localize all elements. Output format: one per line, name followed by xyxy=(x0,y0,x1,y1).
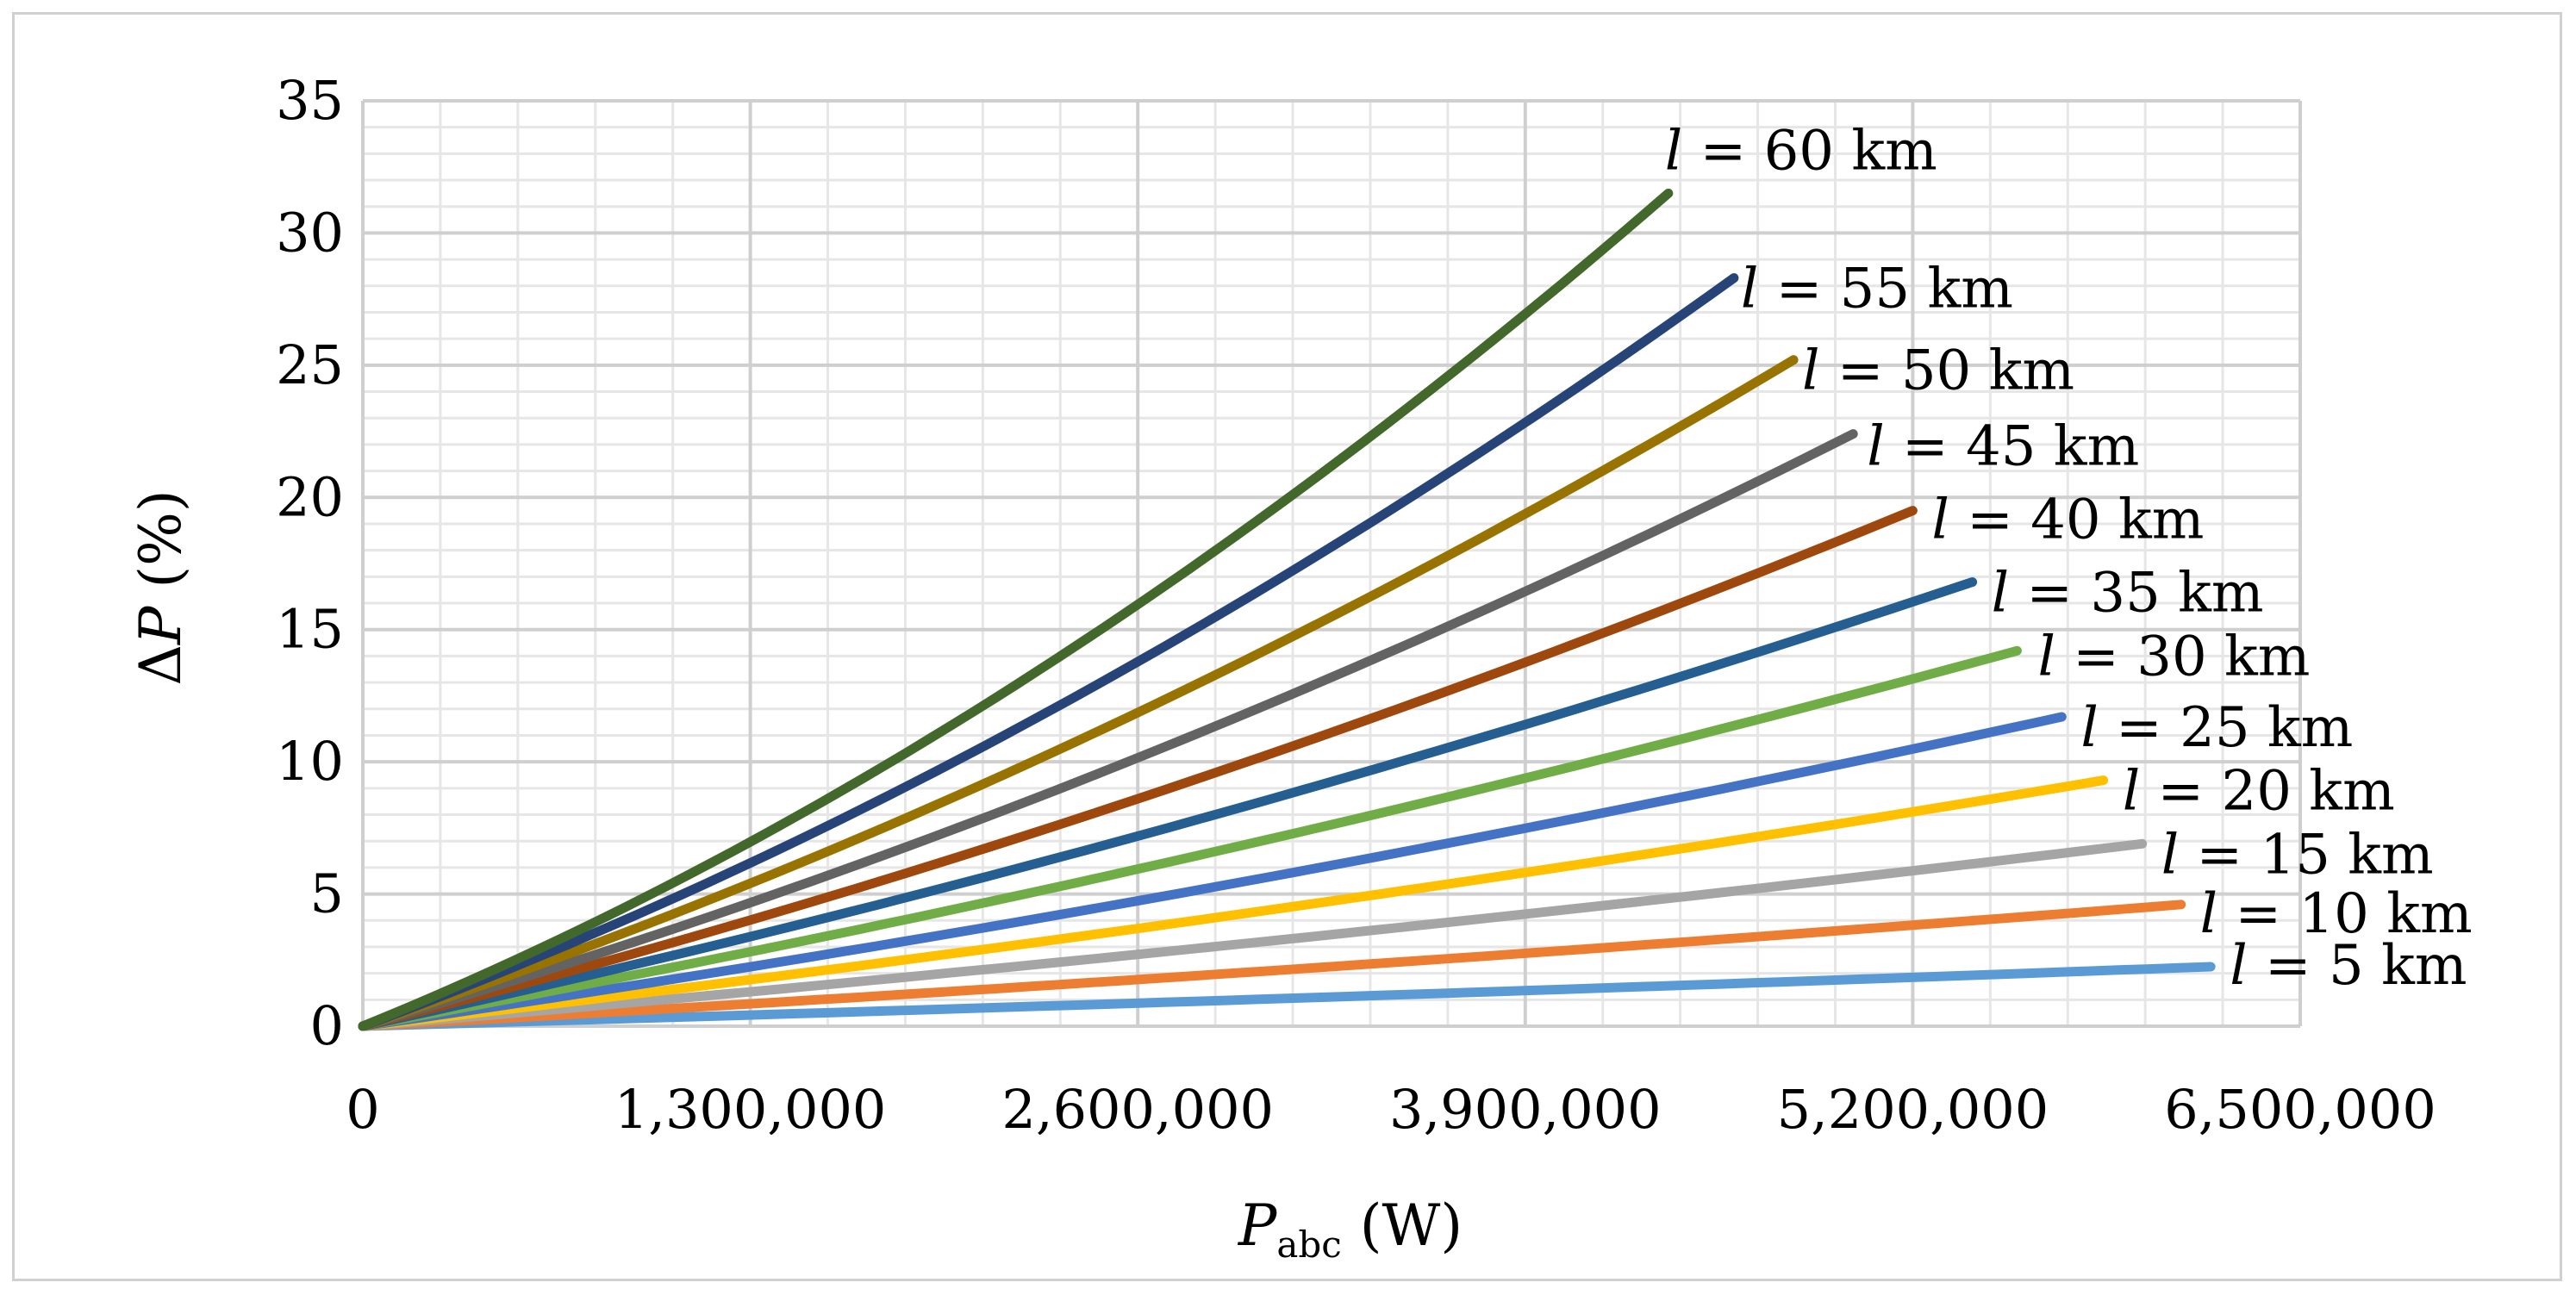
series-label: l = 55 km xyxy=(1741,258,2013,321)
x-axis-title: Pabc (W) xyxy=(1238,1192,1463,1266)
chart-frame: 0 1,300,000 2,600,000 3,900,000 5,200,000 6,5… xyxy=(12,12,2562,1281)
series-label-value: = 40 km xyxy=(1949,489,2205,552)
y-axis-title-var: P xyxy=(128,605,194,645)
series-label-var: l xyxy=(2037,625,2055,688)
line-chart: 0 1,300,000 2,600,000 3,900,000 5,200,000 6,5… xyxy=(128,69,2473,1266)
x-tick-label: 1,300,000 xyxy=(614,1078,887,1141)
series-label: l = 15 km xyxy=(2161,823,2434,887)
series-line-12 xyxy=(358,188,1674,1031)
series-line-6 xyxy=(358,645,2022,1031)
series-label-value: = 10 km xyxy=(2217,882,2473,946)
series-label: l = 10 km xyxy=(2200,882,2473,946)
series-label-value: = 5 km xyxy=(2248,934,2467,998)
series-line-7 xyxy=(358,577,1978,1031)
series-label-var: l xyxy=(1665,119,1682,183)
series-label-var: l xyxy=(1741,258,1758,321)
series-line-9 xyxy=(358,429,1858,1031)
series-label: l = 25 km xyxy=(2080,696,2353,760)
x-axis-ticks: 0 1,300,000 2,600,000 3,900,000 5,200,000 6,5… xyxy=(346,1078,2436,1141)
series-label: l = 60 km xyxy=(1665,119,1937,183)
series-label: l = 20 km xyxy=(2123,760,2395,824)
x-tick-label: 5,200,000 xyxy=(1777,1078,2049,1141)
y-tick-label: 25 xyxy=(276,333,344,396)
series-label-value: = 55 km xyxy=(1758,258,2013,321)
series-label: l = 40 km xyxy=(1931,489,2204,552)
series-label-value: = 60 km xyxy=(1682,119,1937,183)
series-label-value: = 20 km xyxy=(2140,760,2395,824)
series-labels: l = 5 kml = 10 kml = 15 kml = 20 kml = 2… xyxy=(1665,119,2473,998)
series-line-3 xyxy=(358,838,2148,1031)
series-label: l = 45 km xyxy=(1867,415,2139,479)
y-tick-label: 10 xyxy=(276,730,344,793)
series-label-var: l xyxy=(2230,934,2247,998)
y-tick-label: 15 xyxy=(276,598,344,661)
series-line-11 xyxy=(358,273,1739,1031)
series-label: l = 5 km xyxy=(2230,934,2467,998)
series-label-var: l xyxy=(2161,823,2179,887)
x-axis-title-unit: (W) xyxy=(1342,1192,1463,1259)
series-label-var: l xyxy=(1867,415,1884,479)
x-axis-title-var: P xyxy=(1238,1192,1278,1259)
y-tick-label: 30 xyxy=(276,201,344,264)
series-label-value: = 25 km xyxy=(2099,696,2354,760)
series-label-var: l xyxy=(2200,882,2217,946)
series-label: l = 50 km xyxy=(1802,339,2074,403)
y-tick-label: 35 xyxy=(276,69,344,132)
y-axis-title: ΔP (%) xyxy=(128,489,194,685)
series-line-4 xyxy=(358,775,2109,1031)
series-label-value: = 50 km xyxy=(1820,339,2075,403)
series-label: l = 35 km xyxy=(1992,561,2264,625)
series-label: l = 30 km xyxy=(2037,625,2310,688)
y-axis-title-prefix: Δ xyxy=(128,644,194,686)
series-label-var: l xyxy=(2123,760,2140,824)
series-label-var: l xyxy=(1931,489,1949,552)
series-label-var: l xyxy=(2080,696,2098,760)
series-lines xyxy=(358,188,2216,1031)
x-tick-label: 0 xyxy=(346,1078,379,1141)
series-line-2 xyxy=(358,900,2186,1031)
series-line-1 xyxy=(358,962,2216,1031)
y-tick-label: 20 xyxy=(276,465,344,528)
series-line-8 xyxy=(358,506,1918,1031)
series-label-var: l xyxy=(1802,339,1819,403)
x-tick-label: 6,500,000 xyxy=(2164,1078,2436,1141)
x-axis-title-subscript: abc xyxy=(1276,1223,1341,1266)
series-label-value: = 15 km xyxy=(2179,823,2434,887)
series-label-var: l xyxy=(1992,561,2009,625)
y-tick-label: 0 xyxy=(310,994,344,1057)
series-line-10 xyxy=(358,355,1799,1031)
x-tick-label: 3,900,000 xyxy=(1389,1078,1662,1141)
series-label-value: = 35 km xyxy=(2009,561,2264,625)
x-tick-label: 2,600,000 xyxy=(1001,1078,1274,1141)
y-axis-ticks: 0 5 10 15 20 25 30 35 xyxy=(276,69,344,1057)
series-label-value: = 45 km xyxy=(1885,415,2140,479)
series-line-5 xyxy=(358,712,2067,1031)
series-label-value: = 30 km xyxy=(2055,625,2311,688)
y-axis-title-unit: (%) xyxy=(128,489,194,606)
y-tick-label: 5 xyxy=(310,862,344,925)
